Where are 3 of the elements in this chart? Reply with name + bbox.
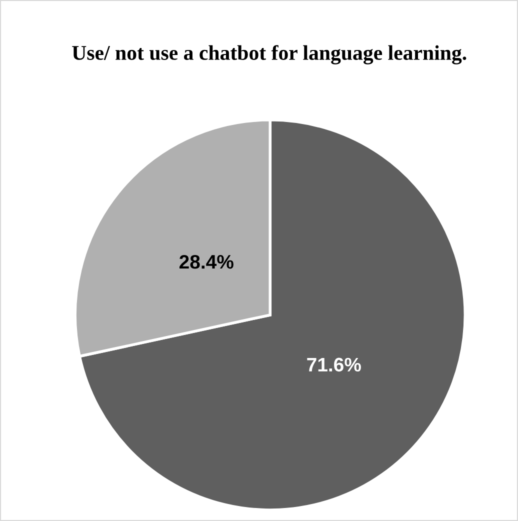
chart-title: Use/ not use a chatbot for language learning. xyxy=(72,45,466,64)
data-label: 28.4% xyxy=(179,254,234,269)
data-label: 71.6% xyxy=(307,358,361,372)
